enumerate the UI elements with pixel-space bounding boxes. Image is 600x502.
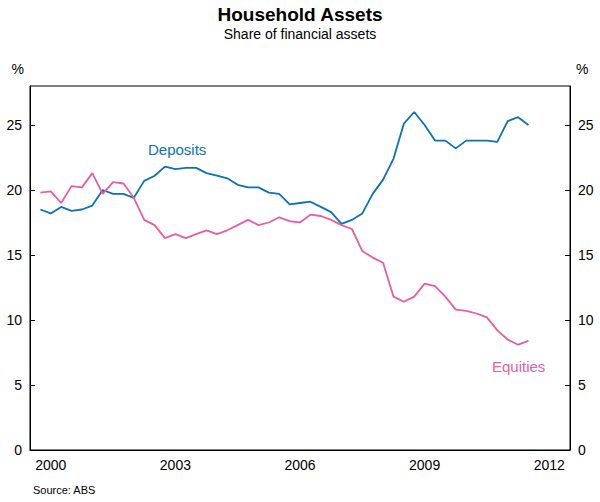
svg-text:%: % [576, 61, 588, 77]
svg-text:2000: 2000 [35, 457, 66, 473]
svg-text:5: 5 [578, 377, 586, 393]
svg-text:10: 10 [578, 312, 594, 328]
svg-text:20: 20 [6, 182, 22, 198]
svg-text:2009: 2009 [409, 457, 440, 473]
svg-text:5: 5 [14, 377, 22, 393]
svg-text:25: 25 [6, 117, 22, 133]
svg-text:Deposits: Deposits [148, 141, 206, 158]
svg-text:2006: 2006 [284, 457, 315, 473]
svg-text:25: 25 [578, 117, 594, 133]
svg-text:2003: 2003 [160, 457, 191, 473]
svg-text:10: 10 [6, 312, 22, 328]
svg-text:0: 0 [14, 442, 22, 458]
svg-text:15: 15 [578, 247, 594, 263]
svg-text:0: 0 [578, 442, 586, 458]
svg-text:Household Assets: Household Assets [217, 4, 382, 25]
svg-text:Source: ABS: Source: ABS [33, 484, 95, 496]
svg-text:2012: 2012 [534, 457, 565, 473]
svg-text:Equities: Equities [492, 358, 545, 375]
svg-text:15: 15 [6, 247, 22, 263]
svg-text:Share of financial assets: Share of financial assets [224, 26, 377, 42]
svg-text:20: 20 [578, 182, 594, 198]
svg-text:%: % [12, 61, 24, 77]
